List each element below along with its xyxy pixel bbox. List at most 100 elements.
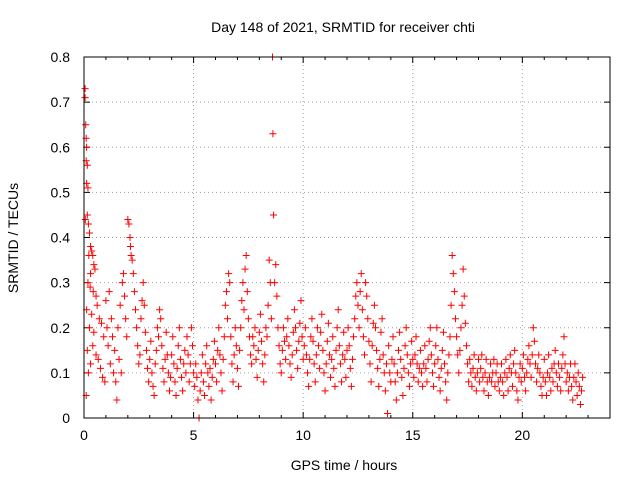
data-point xyxy=(384,409,392,417)
data-point xyxy=(196,387,204,395)
data-point xyxy=(481,369,489,377)
data-point xyxy=(101,378,109,386)
data-point xyxy=(562,378,570,386)
data-point xyxy=(485,373,493,381)
data-point xyxy=(487,360,495,368)
data-point xyxy=(209,355,217,363)
data-point xyxy=(464,360,472,368)
data-point xyxy=(297,297,305,305)
data-point xyxy=(419,382,427,390)
data-point xyxy=(420,360,428,368)
data-point xyxy=(155,333,163,341)
data-point xyxy=(194,396,202,404)
data-point xyxy=(317,328,325,336)
data-point xyxy=(403,351,411,359)
data-point xyxy=(269,130,277,138)
data-point xyxy=(89,342,97,350)
data-point xyxy=(89,252,97,260)
data-point xyxy=(379,351,387,359)
data-point xyxy=(192,360,200,368)
data-point xyxy=(167,373,175,381)
data-point xyxy=(551,346,559,354)
data-point xyxy=(468,382,476,390)
data-point xyxy=(319,346,327,354)
data-point xyxy=(288,351,296,359)
data-point xyxy=(258,337,266,345)
data-point xyxy=(184,351,192,359)
data-point xyxy=(92,351,100,359)
data-point xyxy=(490,355,498,363)
data-point xyxy=(448,252,456,260)
data-point xyxy=(407,360,415,368)
data-point xyxy=(479,373,487,381)
data-point xyxy=(416,346,424,354)
data-point xyxy=(365,337,373,345)
data-point xyxy=(504,387,512,395)
data-point xyxy=(328,355,336,363)
data-point xyxy=(263,333,271,341)
data-point xyxy=(378,315,386,323)
data-point xyxy=(113,396,121,404)
data-point xyxy=(402,324,410,332)
data-point xyxy=(142,346,150,354)
data-point xyxy=(400,364,408,372)
data-point xyxy=(98,319,106,327)
data-point xyxy=(441,360,449,368)
y-tick-label: 0.1 xyxy=(51,365,71,381)
data-point xyxy=(428,369,436,377)
data-point xyxy=(511,346,519,354)
data-point xyxy=(295,337,303,345)
data-point xyxy=(329,333,337,341)
data-point xyxy=(222,288,230,296)
x-tick-label: 5 xyxy=(190,427,198,443)
data-point xyxy=(350,333,358,341)
data-point xyxy=(445,351,453,359)
data-point xyxy=(298,333,306,341)
data-point xyxy=(183,333,191,341)
data-point xyxy=(465,378,473,386)
y-tick-label: 0.8 xyxy=(51,49,71,65)
data-point xyxy=(355,324,363,332)
data-point xyxy=(484,391,492,399)
data-point xyxy=(361,351,369,359)
data-point xyxy=(517,378,525,386)
data-point xyxy=(386,369,394,377)
data-point xyxy=(215,324,223,332)
data-point xyxy=(102,297,110,305)
data-point xyxy=(118,279,126,287)
data-point xyxy=(467,369,475,377)
data-point xyxy=(392,396,400,404)
data-point xyxy=(188,342,196,350)
data-point xyxy=(569,396,577,404)
data-point xyxy=(536,369,544,377)
data-point xyxy=(433,324,441,332)
data-point xyxy=(575,382,583,390)
data-point xyxy=(99,373,107,381)
data-point xyxy=(306,355,314,363)
data-point xyxy=(220,333,228,341)
data-point xyxy=(151,360,159,368)
data-point xyxy=(172,391,180,399)
data-point xyxy=(506,351,514,359)
data-point xyxy=(478,351,486,359)
data-point xyxy=(537,382,545,390)
data-point xyxy=(193,373,201,381)
data-point xyxy=(352,292,360,300)
y-tick-label: 0.4 xyxy=(51,230,71,246)
data-point xyxy=(221,301,229,309)
data-point xyxy=(398,373,406,381)
data-point xyxy=(430,382,438,390)
data-point xyxy=(81,215,89,223)
y-axis-label: SRMTID / TECUs xyxy=(5,183,21,293)
data-point xyxy=(87,360,95,368)
data-point xyxy=(345,342,353,350)
data-point xyxy=(218,387,226,395)
data-point xyxy=(423,378,431,386)
data-point xyxy=(285,342,293,350)
data-point xyxy=(320,369,328,377)
data-point xyxy=(86,283,94,291)
data-point xyxy=(161,355,169,363)
data-point xyxy=(359,333,367,341)
data-point xyxy=(121,292,129,300)
data-point xyxy=(578,387,586,395)
